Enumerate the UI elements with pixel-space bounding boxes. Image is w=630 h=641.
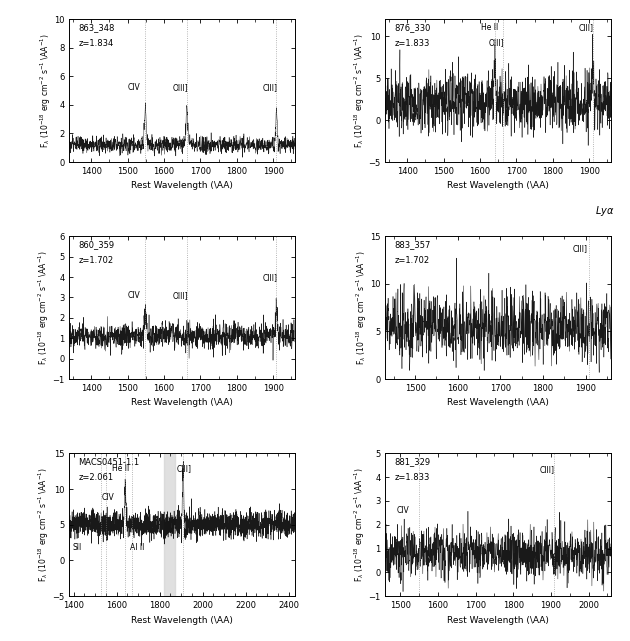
- Text: OIII]: OIII]: [173, 292, 189, 301]
- Text: 863_348: 863_348: [78, 24, 115, 33]
- X-axis label: Rest Wavelength (\AA): Rest Wavelength (\AA): [131, 399, 233, 408]
- Text: CIV: CIV: [127, 292, 140, 301]
- Text: CIII]: CIII]: [578, 24, 593, 33]
- Text: CIV: CIV: [397, 506, 410, 515]
- Y-axis label: F$_\lambda$ (10$^{-18}$ erg cm$^{-2}$ s$^{-1}$ \AA$^{-1}$): F$_\lambda$ (10$^{-18}$ erg cm$^{-2}$ s$…: [37, 251, 51, 365]
- Text: He II: He II: [481, 24, 498, 33]
- Text: CIII]: CIII]: [573, 244, 588, 253]
- Bar: [164, 453, 175, 596]
- X-axis label: Rest Wavelength (\AA): Rest Wavelength (\AA): [447, 181, 549, 190]
- Text: z=2.061: z=2.061: [78, 473, 113, 482]
- Y-axis label: F$_\lambda$ (10$^{-18}$ erg cm$^{-2}$ s$^{-1}$ \AA$^{-1}$): F$_\lambda$ (10$^{-18}$ erg cm$^{-2}$ s$…: [38, 33, 52, 148]
- X-axis label: Rest Wavelength (\AA): Rest Wavelength (\AA): [131, 615, 233, 624]
- Text: z=1.702: z=1.702: [394, 256, 430, 265]
- Text: OIII]: OIII]: [489, 38, 505, 47]
- X-axis label: Rest Wavelength (\AA): Rest Wavelength (\AA): [131, 181, 233, 190]
- Text: SII: SII: [72, 542, 82, 552]
- Y-axis label: F$_\lambda$ (10$^{-18}$ erg cm$^{-2}$ s$^{-1}$ \AA$^{-1}$): F$_\lambda$ (10$^{-18}$ erg cm$^{-2}$ s$…: [352, 33, 367, 148]
- Text: z=1.833: z=1.833: [394, 473, 430, 482]
- Y-axis label: F$_\lambda$ (10$^{-18}$ erg cm$^{-2}$ s$^{-1}$ \AA$^{-1}$): F$_\lambda$ (10$^{-18}$ erg cm$^{-2}$ s$…: [37, 467, 51, 582]
- Text: CIII]: CIII]: [262, 273, 277, 282]
- Y-axis label: F$_\lambda$ (10$^{-18}$ erg cm$^{-2}$ s$^{-1}$ \AA$^{-1}$): F$_\lambda$ (10$^{-18}$ erg cm$^{-2}$ s$…: [354, 251, 369, 365]
- Text: Ly$\alpha$: Ly$\alpha$: [595, 204, 614, 218]
- Text: CIV: CIV: [127, 83, 140, 92]
- Text: Al II: Al II: [130, 542, 144, 552]
- Text: He II: He II: [112, 464, 130, 473]
- Text: CIII]: CIII]: [177, 464, 192, 473]
- Text: 883_357: 883_357: [394, 240, 431, 249]
- Text: CIV: CIV: [101, 492, 114, 502]
- Y-axis label: F$_\lambda$ (10$^{-18}$ erg cm$^{-2}$ s$^{-1}$ \AA$^{-1}$): F$_\lambda$ (10$^{-18}$ erg cm$^{-2}$ s$…: [352, 467, 367, 582]
- Text: z=1.834: z=1.834: [78, 39, 113, 48]
- X-axis label: Rest Wavelength (\AA): Rest Wavelength (\AA): [447, 615, 549, 624]
- Text: 876_330: 876_330: [394, 24, 431, 33]
- Text: 860_359: 860_359: [78, 240, 115, 249]
- Text: z=1.702: z=1.702: [78, 256, 113, 265]
- Text: z=1.833: z=1.833: [394, 39, 430, 48]
- Text: MACS0451-1.1: MACS0451-1.1: [78, 458, 139, 467]
- Text: OIII]: OIII]: [173, 83, 189, 92]
- X-axis label: Rest Wavelength (\AA): Rest Wavelength (\AA): [447, 399, 549, 408]
- Text: 881_329: 881_329: [394, 458, 430, 467]
- Text: CIII]: CIII]: [262, 83, 277, 92]
- Text: CIII]: CIII]: [540, 465, 554, 474]
